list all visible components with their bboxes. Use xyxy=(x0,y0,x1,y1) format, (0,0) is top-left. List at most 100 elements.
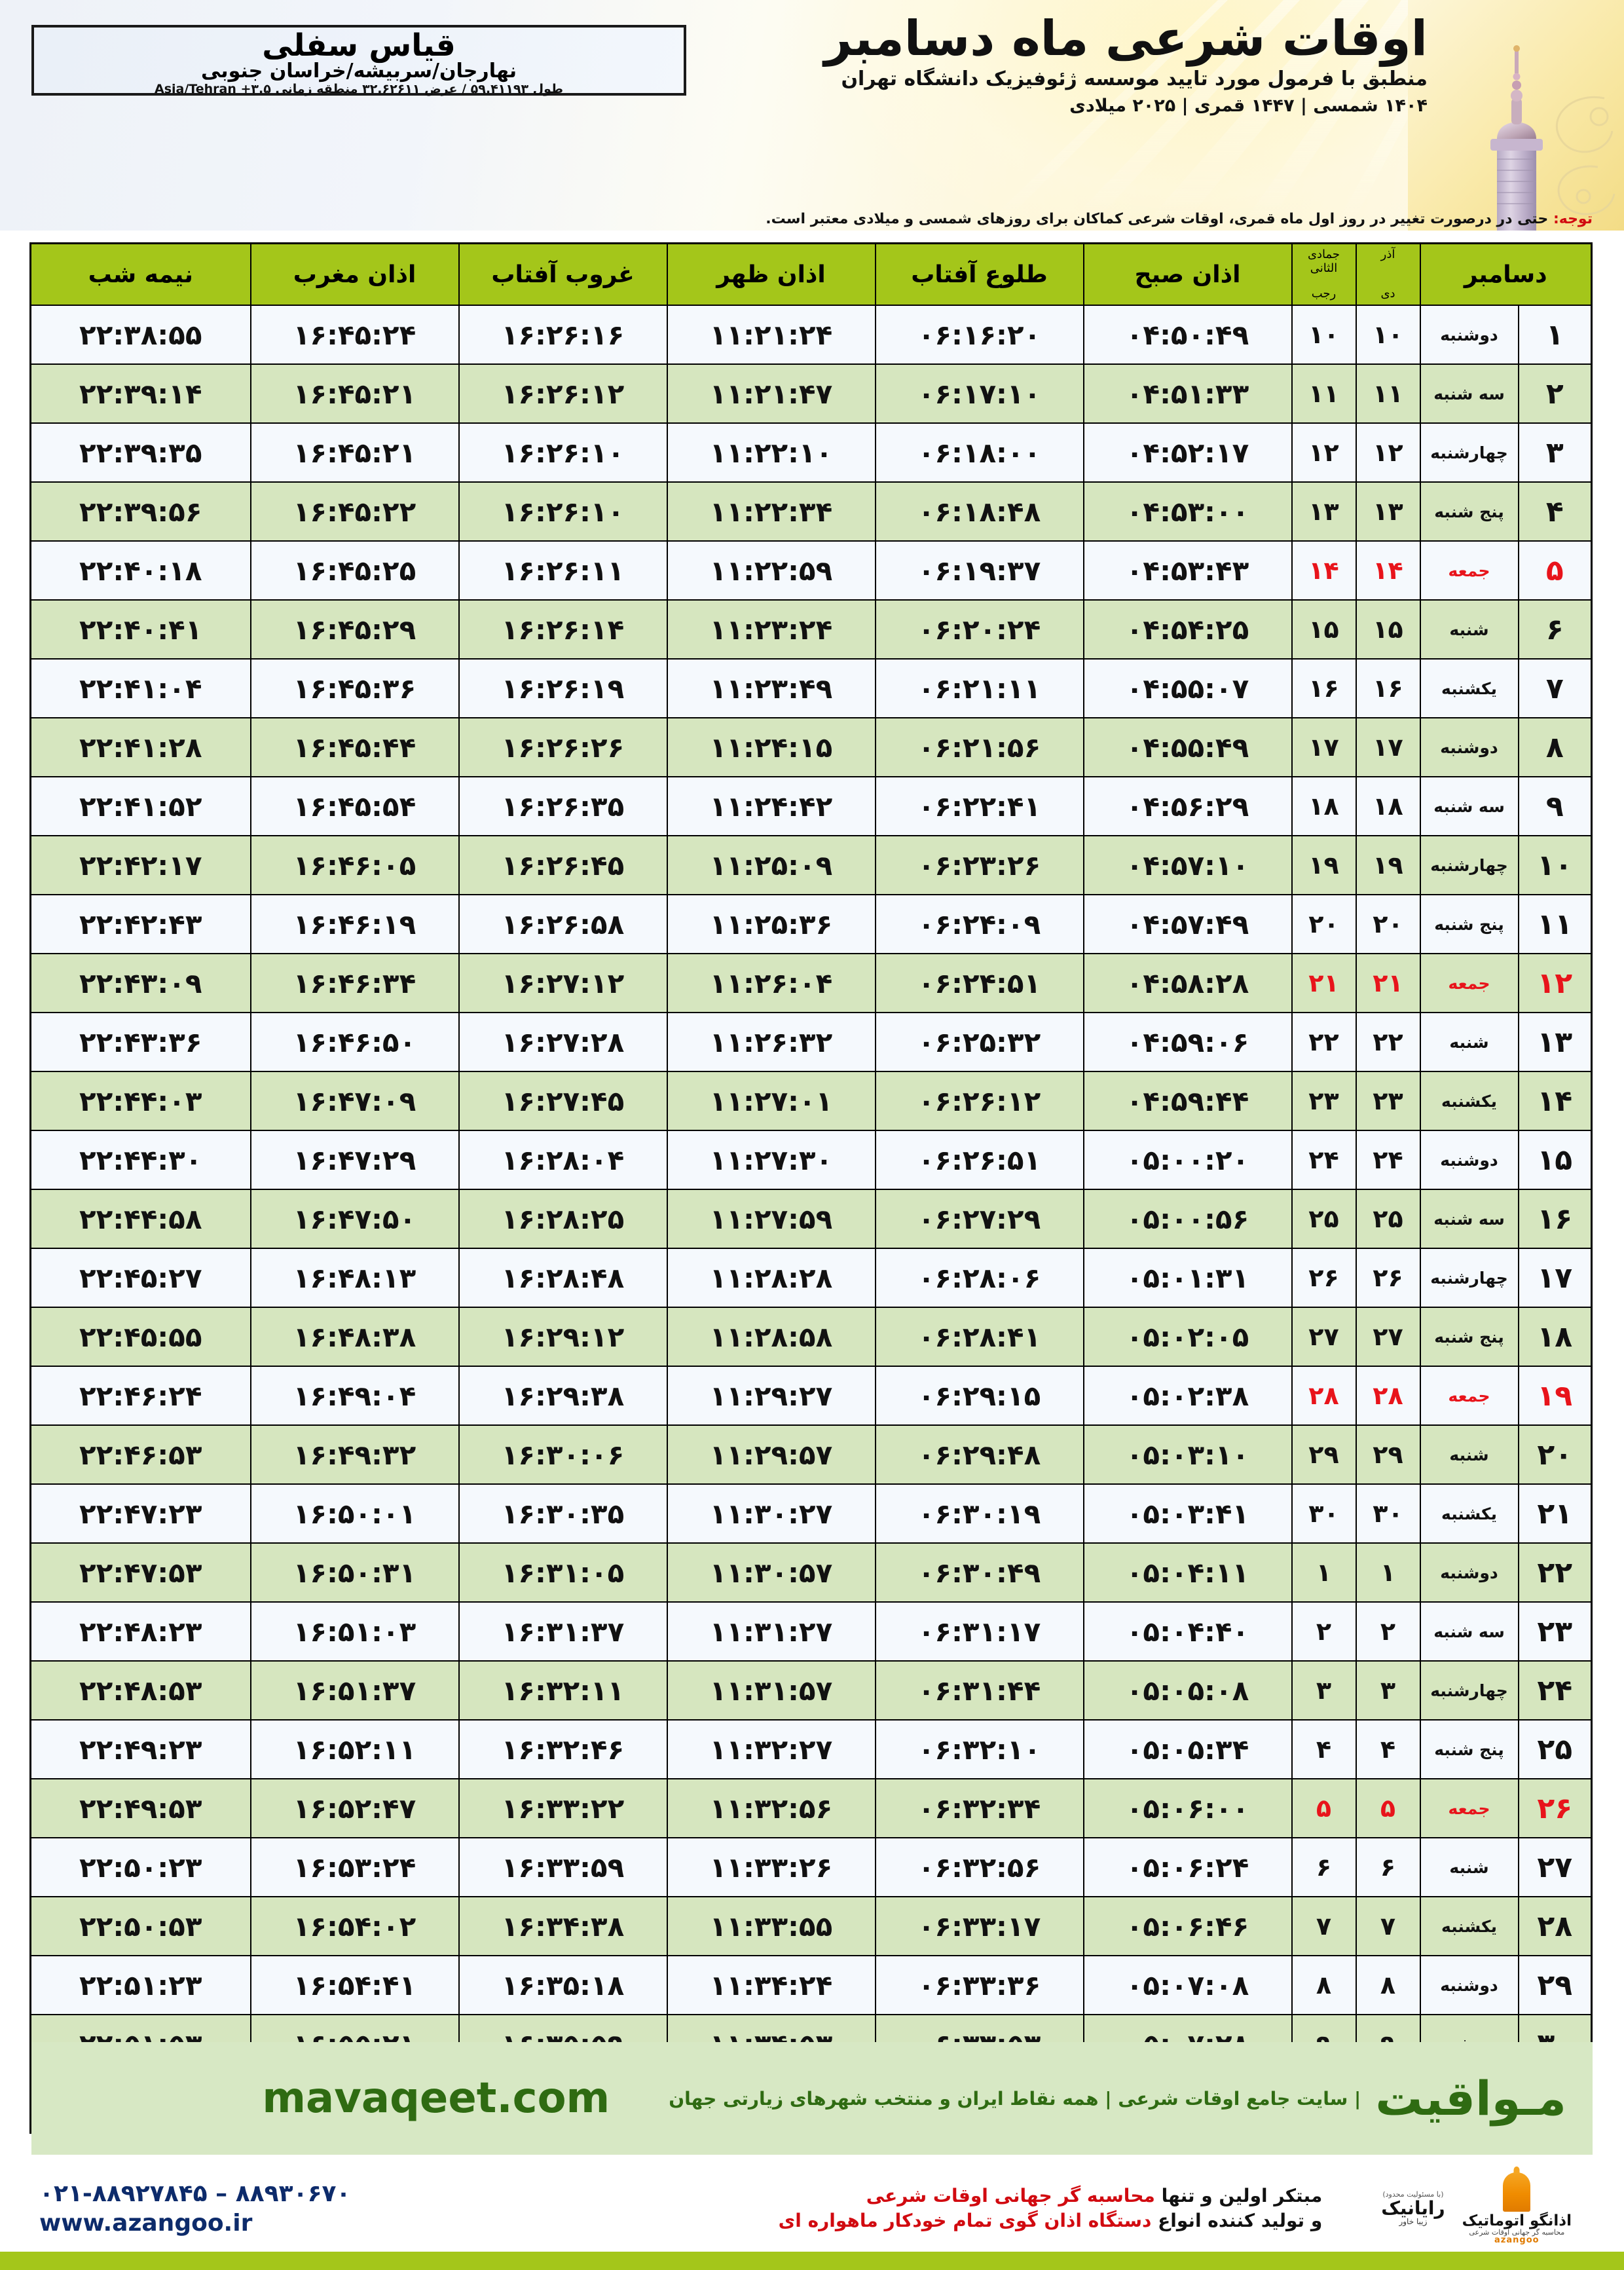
sunrise-time: ۰۶:۲۹:۱۵ xyxy=(874,1366,1084,1426)
hijri-rajab: ۱۰ xyxy=(1291,305,1357,365)
midnight-time: ۲۲:۴۶:۵۳ xyxy=(29,1424,251,1485)
midnight-time: ۲۲:۴۵:۲۷ xyxy=(29,1248,251,1308)
midnight-time: ۲۲:۴۰:۱۸ xyxy=(29,540,251,601)
dhuhr-time: ۱۱:۲۲:۳۴ xyxy=(666,481,876,542)
sunset-time: ۱۶:۲۸:۰۴ xyxy=(458,1130,668,1190)
hijri-rajab: ۵ xyxy=(1291,1778,1357,1838)
sunset-time: ۱۶:۲۶:۱۰ xyxy=(458,481,668,542)
weekday: دوشنبه xyxy=(1419,305,1519,365)
hijri-rajab: ۲۶ xyxy=(1291,1248,1357,1308)
table-row: ۲ سه شنبه ۱۱ ۱۱ ۰۴:۵۱:۳۳ ۰۶:۱۷:۱۰ ۱۱:۲۱:۴۷ ۱۶:۲… xyxy=(29,363,1593,424)
fajr-time: ۰۴:۵۹:۰۶ xyxy=(1082,1012,1293,1072)
page-title: اوقات شرعی ماه دسامبر xyxy=(824,10,1428,67)
footer-website[interactable]: www.azangoo.ir xyxy=(39,2210,253,2237)
hijri-dey: ۳ xyxy=(1355,1660,1421,1721)
day-number: ۲ xyxy=(1517,363,1593,424)
table-row: ۴ پنج شنبه ۱۳ ۱۳ ۰۴:۵۳:۰۰ ۰۶:۱۸:۴۸ ۱۱:۲۲:۳۴ ۱۶:… xyxy=(29,481,1593,542)
table-row: ۲۴ چهارشنبه ۳ ۳ ۰۵:۰۵:۰۸ ۰۶:۳۱:۴۴ ۱۱:۳۱:۵۷ ۱۶:۳… xyxy=(29,1660,1593,1721)
dhuhr-time: ۱۱:۳۰:۲۷ xyxy=(666,1483,876,1544)
bottom-green-strip xyxy=(0,2252,1624,2270)
table-row: ۱۶ سه شنبه ۲۵ ۲۵ ۰۵:۰۰:۵۶ ۰۶:۲۷:۲۹ ۱۱:۲۷:۵۹ ۱۶:… xyxy=(29,1189,1593,1249)
sunset-time: ۱۶:۳۳:۲۲ xyxy=(458,1778,668,1838)
day-number: ۹ xyxy=(1517,776,1593,836)
sunset-time: ۱۶:۲۸:۲۵ xyxy=(458,1189,668,1249)
day-number: ۱۶ xyxy=(1517,1189,1593,1249)
promo-tagline: | سایت جامع اوقات شرعی | همه نقاط ایران … xyxy=(669,2087,1361,2110)
hijri-rajab: ۱ xyxy=(1291,1542,1357,1603)
table-row: ۹ سه شنبه ۱۸ ۱۸ ۰۴:۵۶:۲۹ ۰۶:۲۲:۴۱ ۱۱:۲۴:۴۲ ۱۶:۲… xyxy=(29,776,1593,836)
footer-slogan: مبتکر اولین و تنها محاسبه گر جهانی اوقات… xyxy=(779,2184,1323,2233)
maghrib-time: ۱۶:۵۲:۴۷ xyxy=(249,1778,460,1838)
dhuhr-time: ۱۱:۲۴:۴۲ xyxy=(666,776,876,836)
fajr-time: ۰۵:۰۳:۴۱ xyxy=(1082,1483,1293,1544)
hijri-rajab: ۲۵ xyxy=(1291,1189,1357,1249)
maghrib-time: ۱۶:۴۵:۲۵ xyxy=(249,540,460,601)
col-header-sunset: غروب آفتاب xyxy=(458,242,668,306)
maghrib-time: ۱۶:۴۵:۲۴ xyxy=(249,305,460,365)
rayaneh-logo-sub: زیبا خاور xyxy=(1399,2217,1428,2227)
midnight-time: ۲۲:۵۰:۵۳ xyxy=(29,1896,251,1956)
day-number: ۱۱ xyxy=(1517,894,1593,954)
maghrib-time: ۱۶:۴۹:۰۴ xyxy=(249,1366,460,1426)
footer-phone: ۰۲۱-۸۸۹۲۷۸۴۵ – ۸۸۹۳۰۶۷۰ xyxy=(39,2180,351,2207)
sunset-time: ۱۶:۲۶:۵۸ xyxy=(458,894,668,954)
hijri-dey: ۱۰ xyxy=(1355,305,1421,365)
title-block: اوقات شرعی ماه دسامبر منطبق با فرمول مور… xyxy=(824,13,1428,117)
table-row: ۱۱ پنج شنبه ۲۰ ۲۰ ۰۴:۵۷:۴۹ ۰۶:۲۴:۰۹ ۱۱:۲۵:۳۶ ۱۶… xyxy=(29,894,1593,954)
dhuhr-time: ۱۱:۲۱:۴۷ xyxy=(666,363,876,424)
hijri-rajab: ۲۸ xyxy=(1291,1366,1357,1426)
hijri-dey: ۵ xyxy=(1355,1778,1421,1838)
page-subtitle: منطبق با فرمول مورد تایید موسسه ژئوفیزیک… xyxy=(841,67,1428,91)
fajr-time: ۰۵:۰۰:۲۰ xyxy=(1082,1130,1293,1190)
dhuhr-time: ۱۱:۳۱:۵۷ xyxy=(666,1660,876,1721)
sunset-time: ۱۶:۲۶:۱۲ xyxy=(458,363,668,424)
table-row: ۳ چهارشنبه ۱۲ ۱۲ ۰۴:۵۲:۱۷ ۰۶:۱۸:۰۰ ۱۱:۲۲:۱۰ ۱۶:… xyxy=(29,422,1593,483)
hijri-top-label: آذر xyxy=(1380,248,1395,261)
table-head: دسامبر آذر دی جمادی الثانی رجب اذان صب xyxy=(29,242,1593,306)
table-row: ۱۸ پنج شنبه ۲۷ ۲۷ ۰۵:۰۲:۰۵ ۰۶:۲۸:۴۱ ۱۱:۲۸:۵۸ ۱۶… xyxy=(29,1307,1593,1367)
weekday: شنبه xyxy=(1419,599,1519,660)
day-number: ۲۳ xyxy=(1517,1601,1593,1662)
weekday: دوشنبه xyxy=(1419,1130,1519,1190)
sunrise-time: ۰۶:۲۸:۰۶ xyxy=(874,1248,1084,1308)
hijri-dey: ۱۱ xyxy=(1355,363,1421,424)
dhuhr-time: ۱۱:۳۱:۲۷ xyxy=(666,1601,876,1662)
sunrise-time: ۰۶:۳۰:۱۹ xyxy=(874,1483,1084,1544)
maghrib-time: ۱۶:۵۴:۴۱ xyxy=(249,1955,460,2015)
day-number: ۱۸ xyxy=(1517,1307,1593,1367)
midnight-time: ۲۲:۴۳:۳۶ xyxy=(29,1012,251,1072)
col-header-gregorian: دسامبر xyxy=(1419,242,1593,306)
day-number: ۲۴ xyxy=(1517,1660,1593,1721)
fajr-time: ۰۵:۰۵:۰۸ xyxy=(1082,1660,1293,1721)
weekday: دوشنبه xyxy=(1419,1542,1519,1603)
table-row: ۱۹ جمعه ۲۸ ۲۸ ۰۵:۰۲:۳۸ ۰۶:۲۹:۱۵ ۱۱:۲۹:۲۷ ۱۶:۲۹:… xyxy=(29,1366,1593,1426)
dhuhr-time: ۱۱:۲۱:۲۴ xyxy=(666,305,876,365)
day-number: ۲۶ xyxy=(1517,1778,1593,1838)
sunset-time: ۱۶:۲۶:۱۴ xyxy=(458,599,668,660)
azangoo-logo-sub: محاسبه گر جهانی اوقات شرعی xyxy=(1469,2228,1565,2237)
dhuhr-time: ۱۱:۲۵:۳۶ xyxy=(666,894,876,954)
prayer-times-table: دسامبر آذر دی جمادی الثانی رجب اذان صب xyxy=(29,242,1593,2134)
maghrib-time: ۱۶:۵۴:۰۲ xyxy=(249,1896,460,1956)
dhuhr-time: ۱۱:۲۷:۰۱ xyxy=(666,1071,876,1131)
hijri-rajab: ۱۴ xyxy=(1291,540,1357,601)
day-number: ۶ xyxy=(1517,599,1593,660)
hijri-rajab: ۸ xyxy=(1291,1955,1357,2015)
promo-website[interactable]: mavaqeet.com xyxy=(262,2074,610,2123)
midnight-time: ۲۲:۴۹:۲۳ xyxy=(29,1719,251,1779)
hijri-dey: ۸ xyxy=(1355,1955,1421,2015)
table-row: ۲۲ دوشنبه ۱ ۱ ۰۵:۰۴:۱۱ ۰۶:۳۰:۴۹ ۱۱:۳۰:۵۷ ۱۶:۳۱:… xyxy=(29,1542,1593,1603)
dhuhr-time: ۱۱:۲۷:۵۹ xyxy=(666,1189,876,1249)
hijri-rajab: ۱۳ xyxy=(1291,481,1357,542)
midnight-time: ۲۲:۳۹:۱۴ xyxy=(29,363,251,424)
dhuhr-time: ۱۱:۲۸:۵۸ xyxy=(666,1307,876,1367)
table-row: ۲۵ پنج شنبه ۴ ۴ ۰۵:۰۵:۳۴ ۰۶:۳۲:۱۰ ۱۱:۳۲:۲۷ ۱۶:۳… xyxy=(29,1719,1593,1779)
fajr-time: ۰۴:۵۷:۴۹ xyxy=(1082,894,1293,954)
sunset-time: ۱۶:۲۶:۴۵ xyxy=(458,835,668,895)
sunset-time: ۱۶:۳۴:۳۸ xyxy=(458,1896,668,1956)
midnight-time: ۲۲:۴۲:۱۷ xyxy=(29,835,251,895)
day-number: ۷ xyxy=(1517,658,1593,718)
maghrib-time: ۱۶:۴۸:۱۳ xyxy=(249,1248,460,1308)
hijri-dey: ۲۰ xyxy=(1355,894,1421,954)
